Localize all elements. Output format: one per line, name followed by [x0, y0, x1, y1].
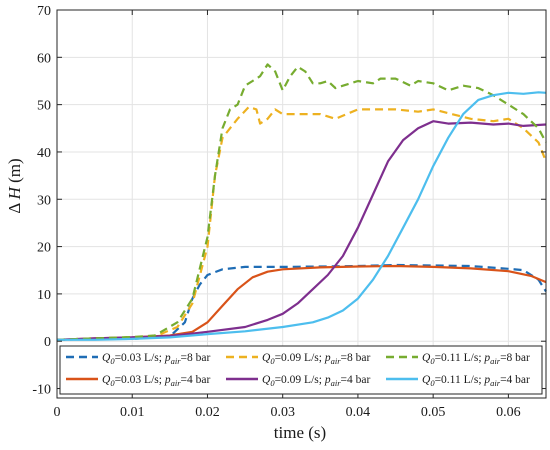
y-tick-label: 20 [37, 241, 51, 256]
x-tick-label: 0.04 [346, 405, 371, 420]
y-tick-label: 0 [44, 335, 51, 350]
legend-item: Q0=0.09 L/s; pair=8 bar [226, 352, 370, 366]
legend: Q0=0.03 L/s; pair=8 bar Q0=0.09 L/s; pair… [59, 345, 543, 395]
axes-box [56, 9, 547, 399]
series-line-5 [56, 63, 547, 341]
y-axis-label: Δ H (m) [5, 158, 24, 213]
legend-box [59, 345, 543, 395]
legend-item: Q0=0.09 L/s; pair=4 bar [226, 374, 370, 388]
legend-item: Q0=0.11 L/s; pair=4 bar [386, 374, 530, 388]
x-tick-label: 0.02 [195, 405, 220, 420]
series-line-6 [57, 91, 547, 341]
legend-label: Q0=0.09 L/s; pair=4 bar [262, 374, 370, 388]
series-line-4 [56, 120, 547, 341]
y-tick-label: 50 [37, 99, 51, 114]
y-tick-label: -10 [32, 383, 51, 398]
legend-label: Q0=0.11 L/s; pair=8 bar [422, 352, 530, 366]
y-tick-label: 60 [37, 51, 51, 66]
series-line-3 [56, 105, 548, 341]
legend-label: Q0=0.09 L/s; pair=8 bar [262, 352, 370, 366]
legend-item: Q0=0.11 L/s; pair=8 bar [386, 352, 530, 366]
plot-area [57, 10, 546, 398]
legend-item: Q0=0.03 L/s; pair=4 bar [66, 374, 210, 388]
series-line-1 [56, 263, 547, 341]
series-lines [56, 63, 548, 341]
legend-label: Q0=0.11 L/s; pair=4 bar [422, 374, 530, 388]
x-tick-label: 0.05 [421, 405, 446, 420]
y-tick-label: 40 [37, 146, 51, 161]
x-tick-label: 0.01 [120, 405, 145, 420]
legend-label: Q0=0.03 L/s; pair=4 bar [102, 374, 210, 388]
x-tick-label: 0.03 [270, 405, 295, 420]
x-tick-label: 0 [54, 405, 61, 420]
legend-label: Q0=0.03 L/s; pair=8 bar [102, 352, 210, 366]
axes: 0 0.01 0.02 0.03 0.04 0.05 0.06-10010203040506… [32, 4, 547, 420]
x-axis-label: time (s) [274, 423, 326, 442]
legend-item: Q0=0.03 L/s; pair=8 bar [66, 352, 210, 366]
x-tick-label: 0.06 [496, 405, 521, 420]
y-tick-label: 10 [37, 288, 51, 303]
y-tick-label: 30 [37, 193, 51, 208]
y-tick-label: 70 [37, 4, 51, 19]
grid [56, 9, 546, 398]
